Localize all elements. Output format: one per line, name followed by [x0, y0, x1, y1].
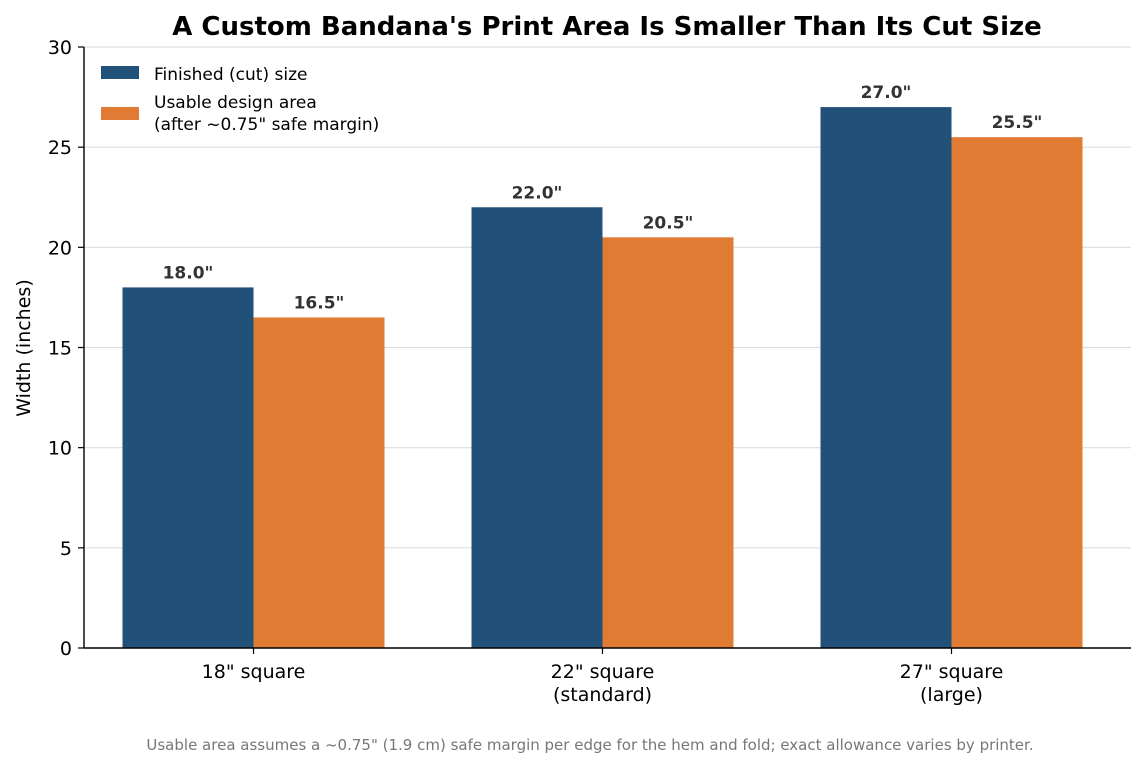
axes: 0 5 10 15 20 25 30 18" square 22" square(standar…	[48, 37, 1131, 706]
bar-finished-size	[471, 207, 603, 648]
y-tick-label: 10	[48, 438, 72, 460]
y-tick-label: 15	[48, 338, 72, 360]
legend-swatch	[101, 66, 139, 79]
x-tick-label: 22" square	[551, 661, 655, 683]
bar-finished-size	[122, 287, 254, 648]
data-label: 16.5"	[294, 293, 345, 313]
y-tick-label: 0	[60, 638, 72, 660]
footnote: Usable area assumes a ~0.75" (1.9 cm) sa…	[146, 736, 1033, 754]
x-tick-label: (large)	[920, 684, 983, 706]
data-label: 27.0"	[861, 83, 912, 103]
legend-label: (after ~0.75" safe margin)	[154, 115, 379, 135]
data-label: 18.0"	[163, 263, 214, 283]
y-axis-label: Width (inches)	[13, 279, 35, 416]
bar-finished-size	[820, 107, 952, 649]
legend: Finished (cut) size Usable design area(af…	[101, 65, 379, 135]
x-tick-label: 18" square	[202, 661, 306, 683]
x-tick-label: 27" square	[900, 661, 1004, 683]
data-label: 20.5"	[643, 213, 694, 233]
data-labels: 18.0" 16.5" 22.0" 20.5" 27.0" 25.5"	[163, 83, 1043, 313]
y-tick-label: 5	[60, 538, 72, 560]
data-label: 22.0"	[512, 183, 563, 203]
y-tick-label: 20	[48, 237, 72, 259]
legend-swatch	[101, 107, 139, 120]
y-tick-label: 25	[48, 137, 72, 159]
bars	[122, 107, 1083, 649]
bar-usable-area	[253, 317, 385, 648]
bar-usable-area	[951, 137, 1083, 648]
x-tick-label: (standard)	[553, 684, 652, 706]
legend-label: Finished (cut) size	[154, 65, 307, 85]
data-label: 25.5"	[992, 113, 1043, 133]
y-tick-label: 30	[48, 37, 72, 59]
chart-title: A Custom Bandana's Print Area Is Smaller…	[172, 12, 1042, 42]
bar-usable-area	[602, 237, 734, 649]
legend-label: Usable design area	[154, 93, 317, 113]
